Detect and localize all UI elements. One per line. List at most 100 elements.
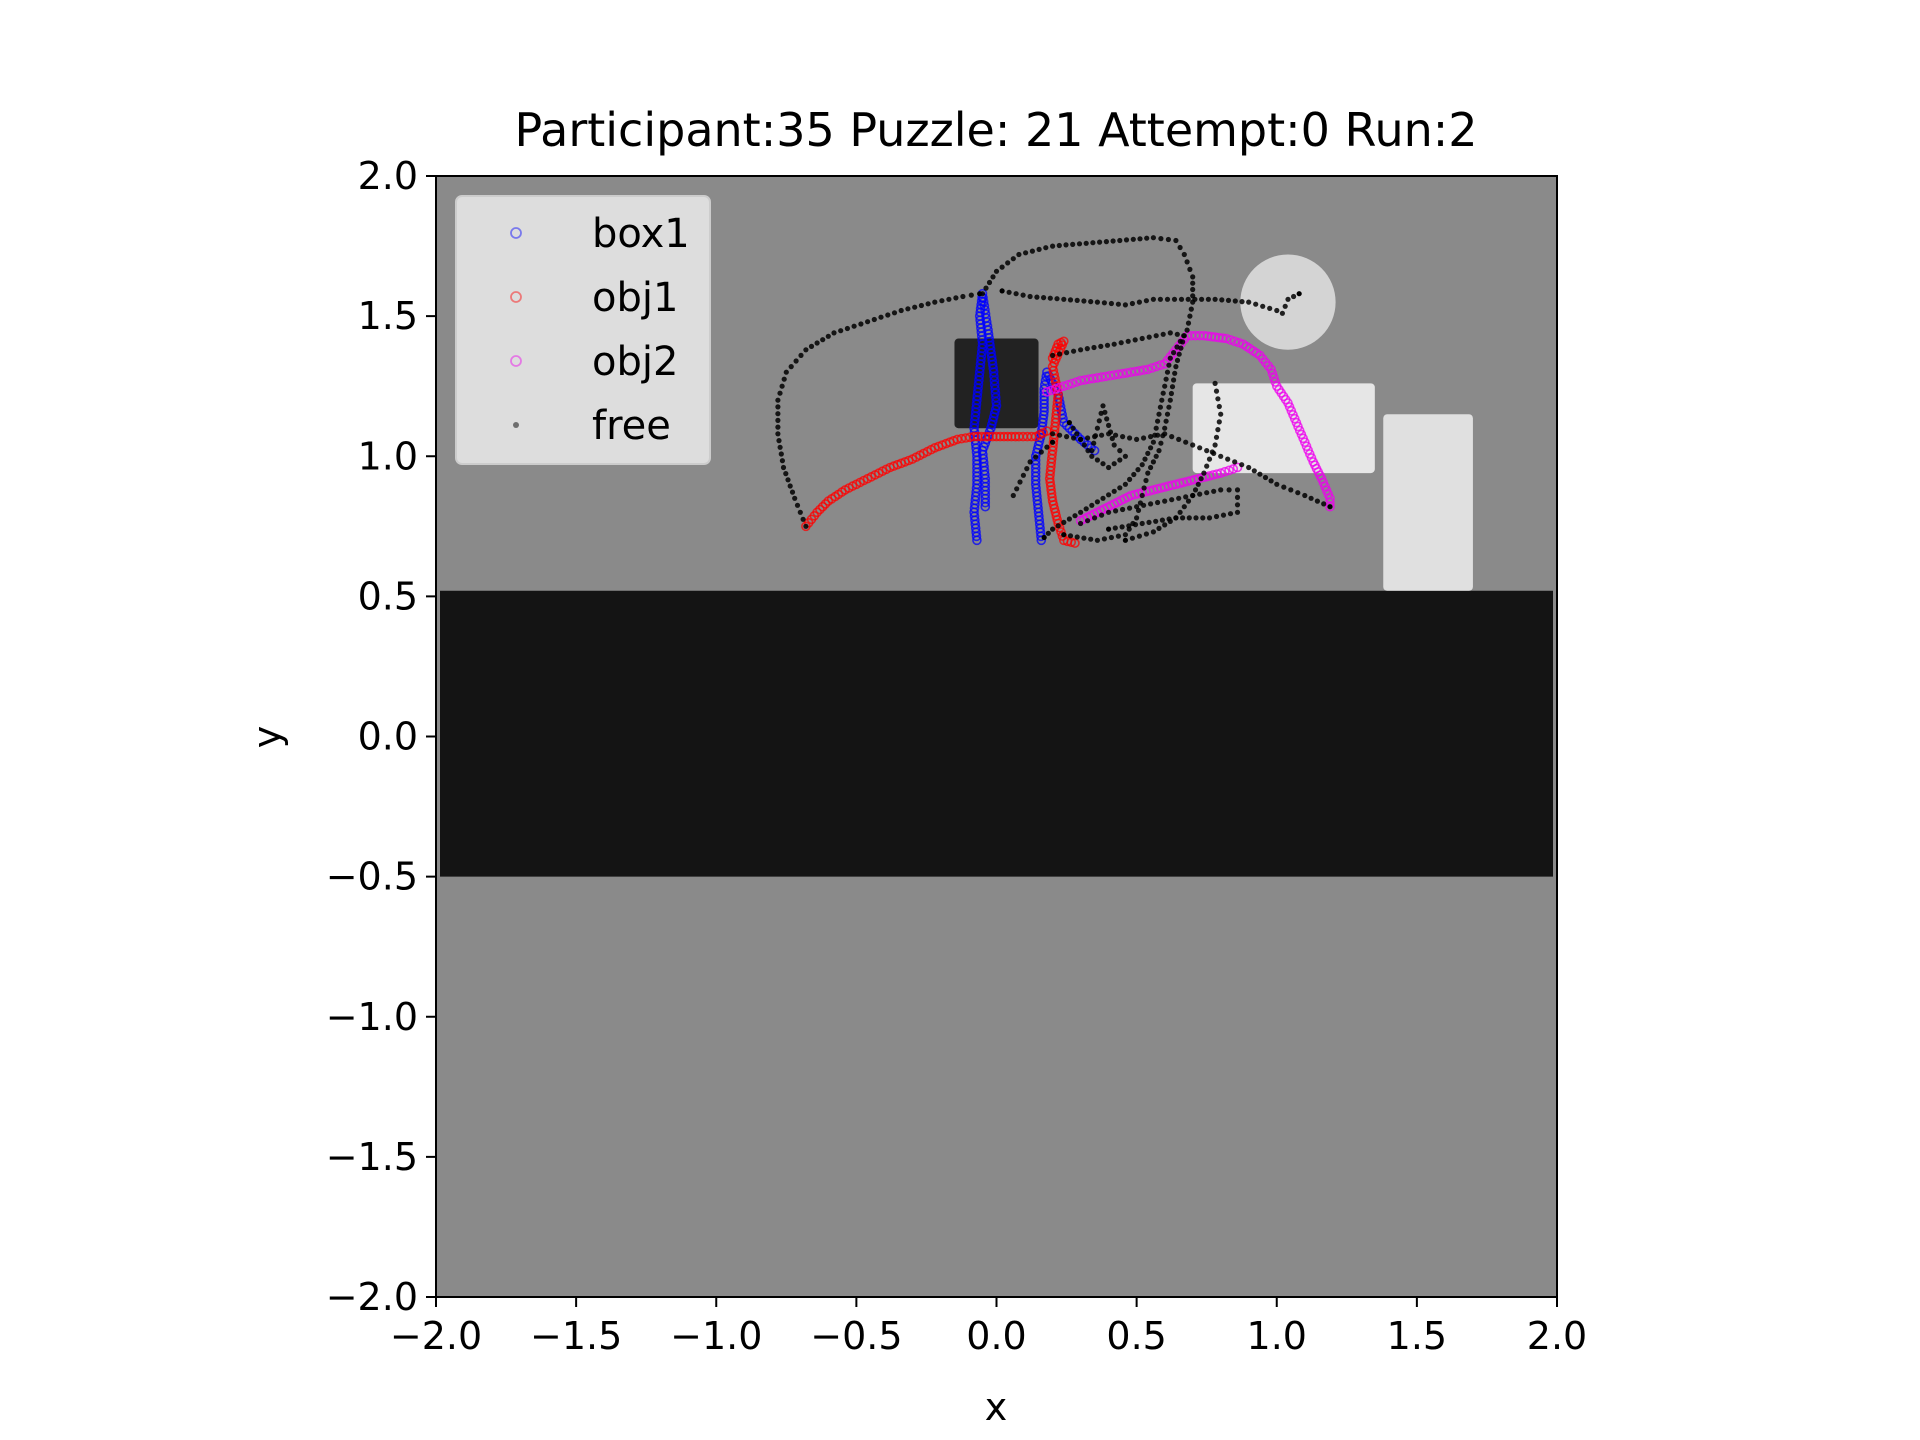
- y-tick-label: 1.0: [358, 434, 418, 478]
- free-point: [1157, 296, 1163, 302]
- free-point: [1122, 453, 1128, 459]
- free-point: [925, 301, 931, 307]
- free-point: [1169, 384, 1176, 390]
- free-point: [1074, 297, 1080, 303]
- free-point: [1190, 280, 1196, 286]
- free-point: [1172, 370, 1178, 376]
- free-point: [1166, 516, 1172, 522]
- free-point: [1010, 492, 1016, 499]
- obj2-point: [1270, 377, 1281, 387]
- free-point: [1096, 418, 1102, 424]
- free-point: [1099, 432, 1105, 438]
- free-point: [1139, 335, 1145, 342]
- free-point: [1085, 435, 1091, 441]
- free-point: [1049, 439, 1056, 445]
- free-point: [844, 325, 851, 332]
- free-point: [1165, 236, 1171, 243]
- free-point: [1115, 301, 1121, 307]
- free-point: [1188, 306, 1194, 312]
- free-point: [1190, 274, 1196, 280]
- free-point: [1117, 448, 1123, 454]
- free-point: [1143, 477, 1149, 484]
- free-point: [1066, 420, 1072, 426]
- free-point: [1100, 403, 1106, 409]
- free-point: [1234, 494, 1241, 500]
- free-point: [1141, 485, 1147, 491]
- free-point: [1213, 513, 1220, 520]
- free-point: [1156, 411, 1162, 417]
- free-point: [1044, 444, 1050, 450]
- obj2-point: [1059, 381, 1069, 392]
- box1-point: [1061, 420, 1072, 431]
- free-point: [814, 340, 820, 346]
- free-point: [851, 323, 857, 329]
- free-point: [1155, 499, 1161, 506]
- free-point: [1206, 515, 1213, 521]
- free-point: [1108, 300, 1114, 307]
- free-point: [1150, 296, 1156, 302]
- free-point: [781, 376, 787, 382]
- free-point: [1153, 425, 1159, 431]
- y-axis-label: y: [245, 726, 289, 749]
- free-point: [1192, 487, 1199, 493]
- obj2-point: [1234, 337, 1244, 348]
- free-point: [1117, 237, 1123, 244]
- free-point: [1163, 376, 1169, 382]
- free-point: [946, 296, 952, 302]
- obj1-point: [817, 501, 828, 512]
- free-point: [1050, 431, 1056, 437]
- free-point: [1084, 346, 1090, 352]
- free-point: [1219, 297, 1225, 303]
- free-point: [1167, 397, 1173, 403]
- free-point: [1023, 250, 1029, 256]
- x-tick-label: 2.0: [1527, 1314, 1587, 1358]
- free-point: [871, 316, 877, 323]
- free-point: [1155, 418, 1161, 424]
- x-tick-label: 0.5: [1106, 1314, 1166, 1358]
- free-point: [1174, 331, 1180, 337]
- free-point: [1074, 431, 1080, 437]
- series-box1: [969, 288, 1100, 546]
- free-point: [808, 343, 815, 349]
- free-point: [1102, 409, 1108, 415]
- free-point: [1279, 310, 1285, 316]
- legend-label: box1: [592, 211, 690, 257]
- free-point: [1246, 464, 1252, 471]
- free-point: [1136, 299, 1142, 305]
- free-point: [1091, 344, 1097, 351]
- free-point: [1141, 502, 1147, 508]
- free-point: [1063, 242, 1069, 248]
- obj2-point: [1063, 379, 1073, 390]
- free-point: [803, 347, 809, 353]
- free-point: [1038, 449, 1044, 455]
- legend-label: obj2: [592, 339, 678, 385]
- free-point: [865, 319, 871, 325]
- free-point: [1106, 422, 1112, 428]
- legend-item-box1: box1: [510, 211, 690, 257]
- free-point: [1081, 298, 1087, 304]
- free-point: [891, 310, 898, 316]
- free-point: [1274, 481, 1280, 487]
- free-point: [1094, 499, 1100, 505]
- free-point: [878, 314, 884, 320]
- free-point: [779, 383, 785, 389]
- free-point: [986, 279, 993, 286]
- free-point: [1115, 533, 1121, 539]
- x-tick-label: −2.0: [390, 1314, 482, 1358]
- free-point: [1169, 434, 1175, 440]
- free-point: [898, 307, 904, 314]
- free-point: [775, 417, 781, 423]
- free-point: [779, 458, 786, 464]
- free-point: [1143, 298, 1149, 304]
- x-tick-label: −1.5: [530, 1314, 622, 1358]
- x-tick-label: −0.5: [810, 1314, 902, 1358]
- light-block-1: [1192, 383, 1375, 474]
- free-point: [1127, 505, 1133, 511]
- free-point: [1094, 299, 1100, 305]
- y-tick-label: 2.0: [358, 154, 418, 198]
- free-point: [1178, 296, 1185, 302]
- free-point: [1176, 495, 1182, 501]
- free-point: [1135, 467, 1141, 473]
- free-point: [788, 364, 794, 370]
